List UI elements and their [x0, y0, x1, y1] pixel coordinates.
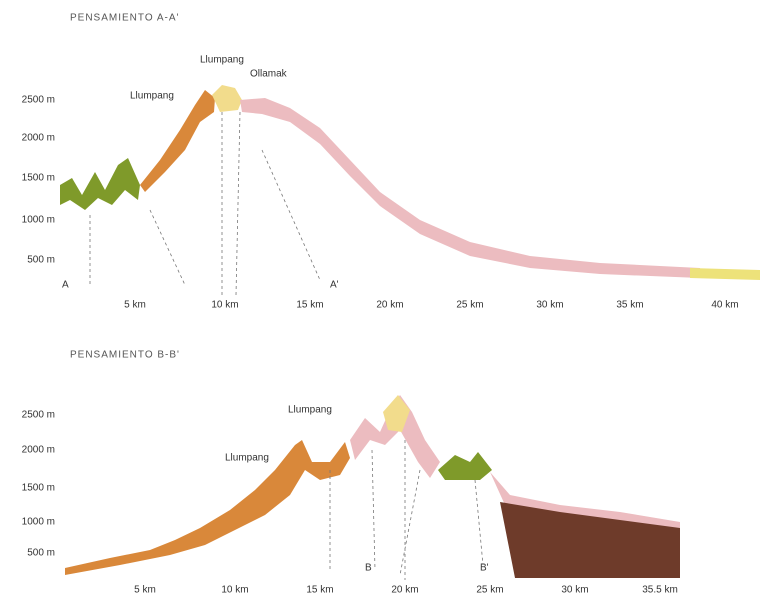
annotation: Ollamak — [250, 69, 288, 80]
y-axis-label: 1500 m — [22, 173, 55, 184]
x-axis-label: 25 km — [476, 585, 503, 596]
section-a-profile — [60, 85, 760, 295]
y-axis-label: 1000 m — [22, 215, 55, 226]
x-axis-label: 20 km — [376, 300, 403, 311]
x-axis-label: 30 km — [536, 300, 563, 311]
annotation: B' — [480, 563, 489, 574]
x-axis-label: 40 km — [711, 300, 738, 311]
annotation: B — [365, 563, 372, 574]
cross-sections: PENSAMIENTO A-A' PENSAMIENTO B-B' Llumpa… — [0, 0, 766, 603]
y-axis-label: 1500 m — [22, 483, 55, 494]
y-axis-label: 2000 m — [22, 445, 55, 456]
x-axis-label: 15 km — [306, 585, 333, 596]
x-axis-label: 10 km — [221, 585, 248, 596]
x-axis-label: 10 km — [211, 300, 238, 311]
x-axis-label: 35.5 km — [642, 585, 678, 596]
annotation: Llumpang — [130, 91, 174, 102]
y-axis-label: 500 m — [27, 255, 55, 266]
section-title: PENSAMIENTO B-B' — [70, 350, 180, 361]
annotation: Llumpang — [288, 405, 332, 416]
x-axis-label: 15 km — [296, 300, 323, 311]
x-axis-label: 5 km — [124, 300, 146, 311]
section-b-profile — [65, 395, 680, 580]
annotation: Llumpang — [225, 453, 269, 464]
annotation: Llumpang — [200, 55, 244, 66]
y-axis-label: 2000 m — [22, 133, 55, 144]
y-axis-label: 1000 m — [22, 517, 55, 528]
x-axis-label: 30 km — [561, 585, 588, 596]
y-axis-label: 2500 m — [22, 95, 55, 106]
y-axis-label: 500 m — [27, 548, 55, 559]
y-axis-label: 2500 m — [22, 410, 55, 421]
annotation: A' — [330, 280, 339, 291]
x-axis-label: 20 km — [391, 585, 418, 596]
x-axis-label: 35 km — [616, 300, 643, 311]
section-title: PENSAMIENTO A-A' — [70, 13, 179, 24]
x-axis-label: 25 km — [456, 300, 483, 311]
x-axis-label: 5 km — [134, 585, 156, 596]
annotation: A — [62, 280, 69, 291]
